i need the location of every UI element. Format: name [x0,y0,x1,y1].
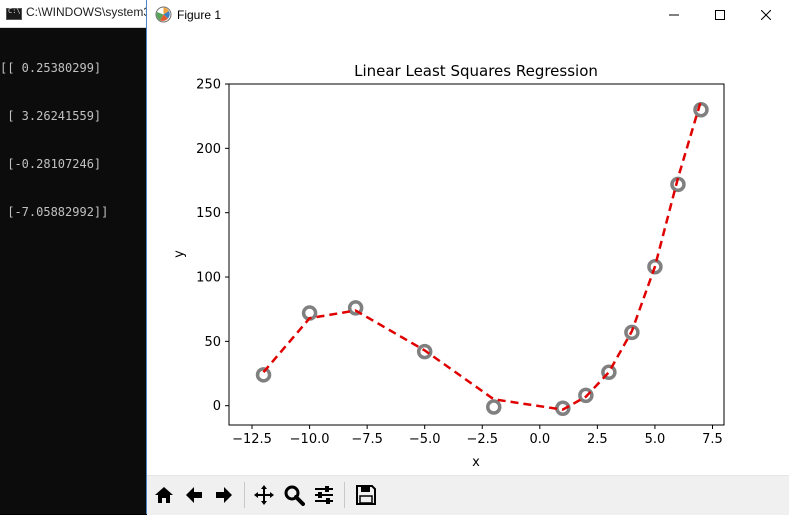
console-line: [ 3.26241559] [0,109,102,123]
maximize-icon [715,10,725,20]
fit-line [262,100,703,411]
plot-area: Linear Least Squares Regression −12.5 −10… [147,30,789,473]
toolbar-separator [344,482,345,508]
back-button[interactable] [181,482,207,508]
pan-button[interactable] [251,482,277,508]
x-tick-label: 5.0 [645,432,666,447]
y-tick-label: 150 [196,206,221,221]
zoom-button[interactable] [281,482,307,508]
data-point [486,399,502,415]
y-tick-label: 50 [204,335,221,350]
minimize-icon [669,14,679,16]
y-axis: 0 50 100 150 200 250 [196,78,229,414]
x-axis: −12.5 −10.0 −7.5 −5.0 −2.5 0.0 2.5 5.0 7.5 [232,425,723,447]
console-line: [[ 0.25380299] [0,61,102,75]
close-icon [761,10,771,20]
x-tick-label: −12.5 [232,432,272,447]
toolbar-separator [244,482,245,508]
y-axis-label: y [172,250,187,258]
matplotlib-logo-icon [155,6,172,23]
figure-window: Figure 1 Linear Least Squares Regression… [146,0,789,515]
save-icon [356,485,376,505]
save-button[interactable] [353,482,379,508]
x-tick-label: 2.5 [587,432,608,447]
fit-line-path [262,100,703,411]
chart-title: Linear Least Squares Regression [354,62,598,80]
x-tick-label: −7.5 [351,432,383,447]
maximize-button[interactable] [697,0,743,30]
chart: Linear Least Squares Regression −12.5 −10… [172,62,725,470]
forward-button[interactable] [211,482,237,508]
x-axis-label: x [472,455,480,470]
x-tick-label: 0.0 [529,432,550,447]
figure-title: Figure 1 [177,8,222,22]
y-tick-label: 0 [213,399,221,414]
x-tick-label: −2.5 [466,432,498,447]
home-icon [155,487,173,503]
console-app-icon [6,7,22,20]
configure-subplots-icon [315,486,333,504]
back-arrow-icon [186,487,202,503]
close-button[interactable] [743,0,789,30]
y-tick-label: 100 [196,271,221,286]
console-window: C:\WINDOWS\system3 [[ 0.25380299] [ 3.26… [0,0,160,514]
console-output: [[ 0.25380299] [ 3.26241559] [-0.2810724… [0,28,108,252]
forward-arrow-icon [216,487,232,503]
x-tick-label: −10.0 [290,432,330,447]
data-point [255,367,272,383]
minimize-button[interactable] [651,0,697,30]
home-button[interactable] [151,482,177,508]
console-title: C:\WINDOWS\system3 [26,5,151,19]
console-line: [-0.28107246] [0,157,102,171]
x-tick-label: −5.0 [409,432,441,447]
y-tick-label: 200 [196,142,221,157]
figure-titlebar[interactable]: Figure 1 [147,0,789,30]
data-markers [255,101,709,417]
axes-frame [228,83,725,426]
zoom-icon [284,485,305,506]
navigation-toolbar [147,475,789,515]
y-tick-label: 250 [196,78,221,93]
console-titlebar[interactable]: C:\WINDOWS\system3 [0,0,160,28]
console-line: [-7.05882992]] [0,205,109,219]
configure-subplots-button[interactable] [311,482,337,508]
data-point [693,101,709,118]
x-tick-label: 7.5 [702,432,723,447]
pan-icon [254,485,274,505]
